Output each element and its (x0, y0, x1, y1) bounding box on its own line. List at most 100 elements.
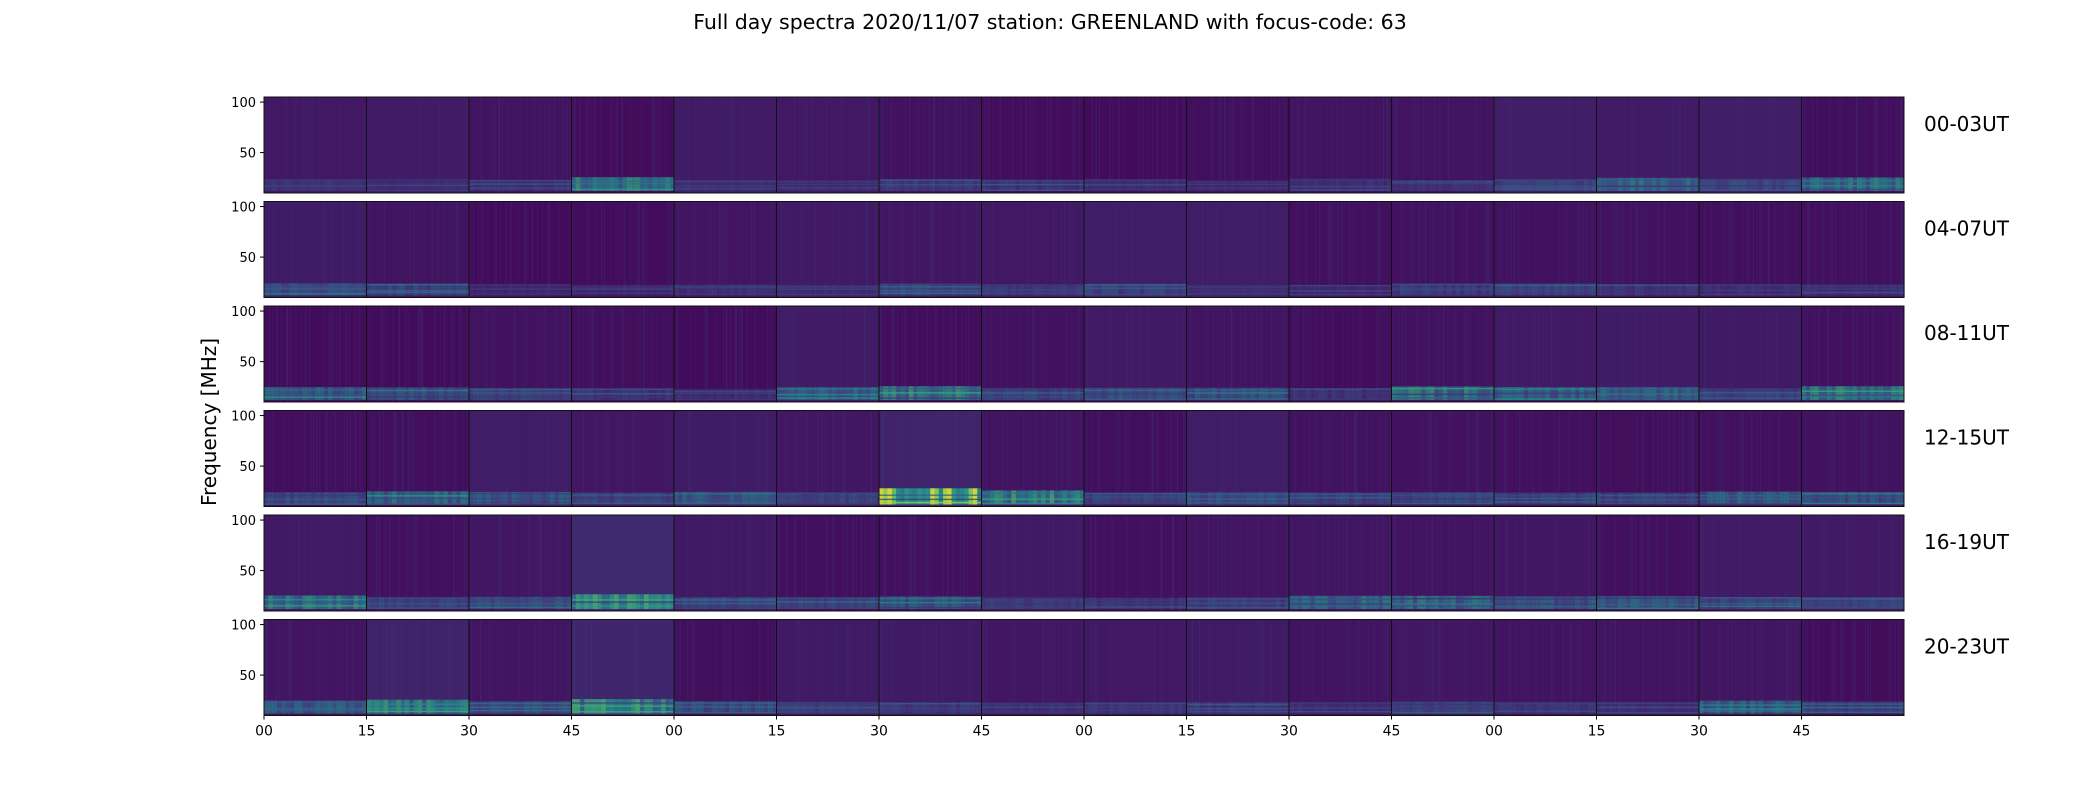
spectral-line (469, 388, 572, 391)
spectral-line (366, 607, 469, 609)
noise-line (1019, 201, 1021, 298)
noise-line (1645, 201, 1647, 298)
noise-line (1431, 410, 1433, 507)
spectral-line (366, 393, 469, 395)
noise-line (277, 97, 279, 193)
activity-band (1032, 388, 1038, 400)
activity-band (1699, 491, 1704, 505)
activity-band (409, 699, 414, 714)
noise-line (378, 410, 380, 507)
activity-band (819, 180, 824, 191)
noise-line (1241, 97, 1243, 193)
activity-band (1724, 597, 1730, 609)
noise-line (1700, 515, 1701, 611)
noise-line (332, 201, 334, 298)
noise-line (1221, 410, 1223, 507)
noise-line (1885, 410, 1887, 507)
noise-line (295, 306, 297, 402)
spectral-line (571, 711, 674, 713)
activity-band (494, 388, 500, 400)
spectral-line (981, 392, 1084, 394)
spectral-line (1801, 185, 1904, 187)
activity-band (1318, 388, 1324, 400)
noise-line (1008, 306, 1010, 402)
activity-band (1831, 386, 1836, 400)
activity-band (1519, 283, 1525, 296)
noise-line (1861, 410, 1863, 507)
spectrogram-panel (1801, 201, 1905, 298)
noise-line (1012, 97, 1014, 193)
noise-line (1728, 306, 1730, 402)
activity-band (1728, 179, 1734, 191)
noise-line (1447, 410, 1449, 507)
noise-line (1284, 410, 1286, 507)
activity-band (887, 283, 893, 296)
spectrogram-panel (878, 201, 982, 298)
activity-band (1357, 180, 1362, 191)
noise-line (1433, 97, 1435, 193)
activity-band (328, 700, 333, 714)
activity-band (1780, 491, 1785, 505)
activity-band (1118, 492, 1123, 505)
activity-band (1066, 179, 1072, 191)
activity-band (1088, 702, 1093, 714)
noise-line (273, 97, 275, 193)
noise-line (1867, 515, 1869, 611)
activity-band (1455, 595, 1461, 609)
noise-line (474, 410, 476, 507)
activity-band (498, 180, 504, 191)
spectral-line (879, 179, 982, 181)
noise-line (1597, 410, 1599, 507)
activity-band (1438, 386, 1444, 400)
noise-line (1772, 97, 1774, 193)
noise-line (647, 306, 649, 402)
noise-line (370, 201, 372, 298)
noise-line (668, 306, 670, 402)
spectral-line (981, 183, 1084, 186)
activity-band (1105, 492, 1110, 505)
noise-line (1193, 97, 1195, 193)
noise-line (1617, 306, 1619, 402)
panel-background (879, 515, 982, 611)
noise-line (1311, 515, 1313, 611)
activity-band (533, 388, 538, 400)
noise-line (355, 410, 356, 507)
activity-band (870, 284, 876, 296)
noise-line (1346, 410, 1348, 507)
noise-line (874, 306, 876, 402)
activity-band (1839, 491, 1845, 505)
noise-line (728, 619, 730, 716)
spectral-line (1391, 283, 1494, 285)
noise-line (1664, 306, 1666, 402)
activity-band (1895, 491, 1901, 505)
noise-line (1239, 410, 1241, 507)
noise-line (1093, 201, 1095, 298)
noise-line (1081, 619, 1083, 716)
activity-band (1613, 177, 1619, 191)
activity-band (1562, 596, 1567, 609)
noise-line (867, 201, 869, 298)
noise-line (1691, 515, 1693, 611)
noise-line (499, 97, 501, 193)
noise-line (1687, 515, 1689, 611)
activity-band (387, 283, 393, 296)
noise-line (798, 97, 800, 193)
activity-band (874, 180, 880, 191)
activity-band (503, 388, 508, 400)
noise-line (1771, 410, 1773, 507)
activity-band (1468, 386, 1473, 400)
noise-line (1056, 97, 1058, 193)
noise-line (1073, 97, 1075, 193)
spectral-line (1186, 493, 1289, 496)
activity-band (1271, 387, 1277, 400)
activity-band (721, 389, 726, 400)
noise-line (1590, 97, 1592, 193)
panel-background (1289, 515, 1392, 611)
activity-band (883, 488, 888, 505)
noise-line (1313, 306, 1315, 402)
panel-background (1084, 201, 1187, 298)
noise-line (747, 515, 749, 611)
noise-line (1644, 410, 1646, 507)
noise-line (582, 306, 584, 402)
noise-line (499, 201, 501, 298)
